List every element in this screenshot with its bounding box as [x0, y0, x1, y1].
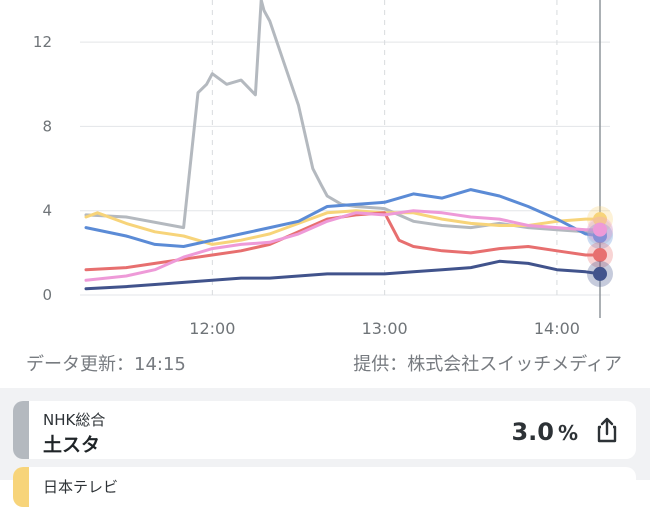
series-line	[84, 209, 602, 282]
series-line	[84, 211, 602, 272]
data-provider-label: 提供：株式会社スイッチメディア	[353, 354, 622, 375]
y-tick-label: 4	[42, 202, 52, 220]
series-endpoint-dot	[593, 222, 607, 237]
y-tick-label: 8	[42, 117, 52, 135]
rating-unit: %	[557, 421, 578, 445]
chart-meta-row: データ更新：14:15 提供：株式会社スイッチメディア	[26, 350, 622, 375]
series-lines	[84, 0, 602, 291]
share-button[interactable]	[592, 415, 622, 445]
x-tick-label: 12:00	[189, 319, 235, 338]
program-title: 土スタ	[43, 434, 101, 456]
data-updated-label: データ更新：14:15	[26, 354, 186, 375]
series-endpoint-dot	[593, 212, 607, 227]
series-line	[84, 259, 602, 291]
channel-color-stripe	[13, 467, 29, 507]
channel-name: 日本テレビ	[43, 478, 119, 496]
channel-card-ntv[interactable]: 日本テレビ	[13, 467, 636, 507]
series-endpoints	[587, 206, 613, 287]
series-line	[84, 188, 602, 248]
series-endpoint-dot	[593, 266, 607, 281]
channel-name: NHK総合	[43, 411, 106, 429]
channel-color-stripe	[13, 401, 29, 459]
rating-number: 3.0	[511, 418, 554, 446]
x-axis-ticks: 12:00 13:00 14:00	[189, 319, 580, 338]
y-axis-ticks: 0 4 8 12	[33, 33, 52, 304]
x-tick-label: 14:00	[534, 319, 580, 338]
series-endpoint-dot	[593, 247, 607, 262]
series-line	[84, 0, 602, 234]
rating-value: 3.0%	[511, 418, 578, 446]
y-tick-label: 12	[33, 33, 52, 51]
x-tick-label: 13:00	[362, 319, 408, 338]
channel-list: NHK総合 土スタ 3.0% 日本テレビ	[0, 388, 650, 507]
chart-grid	[80, 0, 610, 318]
share-icon	[597, 417, 617, 443]
y-tick-label: 0	[42, 286, 52, 304]
channel-card-nhk[interactable]: NHK総合 土スタ 3.0%	[13, 401, 636, 459]
rating-line-chart: 0 4 8 12 12:00 13:00 14:00	[33, 0, 613, 338]
